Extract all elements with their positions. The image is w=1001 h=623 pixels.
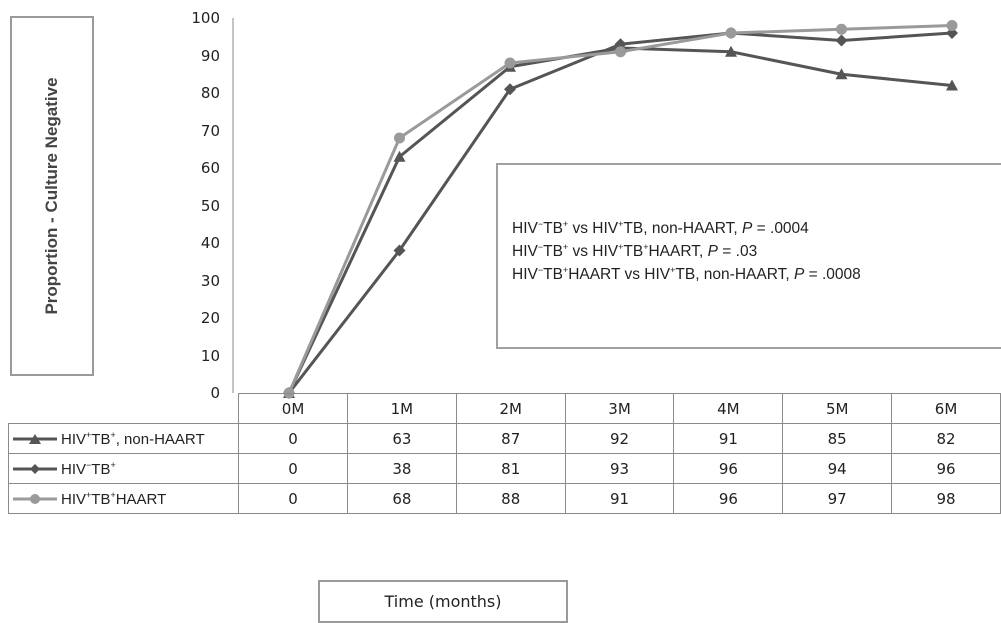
table-cell: 81 [455, 453, 566, 484]
y-tick-label: 70 [200, 121, 220, 140]
x-axis-label-box: Time (months) [318, 580, 568, 623]
x-axis-label: Time (months) [384, 592, 502, 611]
table-cell: 38 [346, 453, 457, 484]
diamond-marker-icon [13, 464, 57, 474]
y-tick-label: 20 [200, 309, 220, 327]
table-cell: 85 [782, 423, 893, 454]
table-cell: 97 [782, 483, 893, 514]
data-point-series-1 [946, 79, 958, 91]
legend-entry-series-3: HIV+TB+HAART [7, 483, 240, 514]
data-point-series-3 [946, 20, 958, 31]
category-label: 4M [673, 393, 784, 424]
data-table: 0M 1M 2M 3M 4M 5M 6M HIV+TB+, non-HAART … [7, 393, 1001, 514]
stat-line-2: HIV−TB+ vs HIV+TB+HAART, P = .03 [512, 241, 758, 260]
table-cell: 0 [238, 423, 348, 454]
table-cell: 0 [238, 483, 348, 514]
table-cell: 63 [346, 423, 457, 454]
y-tick-label: 40 [200, 234, 220, 252]
table-cell: 91 [564, 483, 675, 514]
data-point-series-3 [394, 132, 405, 144]
data-point-series-3 [615, 46, 626, 58]
table-cell: 68 [346, 483, 457, 514]
legend-entry-series-1: HIV+TB+, non-HAART [7, 423, 240, 454]
table-corner [8, 393, 240, 424]
y-tick-label: 60 [200, 159, 220, 177]
y-tick-label: 30 [200, 271, 220, 290]
table-row: HIV−TB+ 0 38 81 93 96 94 96 [7, 453, 1001, 484]
y-tick-label: 80 [200, 84, 220, 102]
y-axis-label-box: Proportion - Culture Negative [10, 16, 94, 376]
stat-line-1: HIV−TB+ vs HIV+TB, non-HAART, P = .0004 [512, 218, 809, 237]
table-cell: 96 [673, 483, 784, 514]
data-point-series-2 [504, 83, 516, 96]
data-point-series-1 [393, 150, 406, 162]
circle-marker-icon [13, 494, 57, 504]
table-cell: 0 [238, 453, 348, 484]
table-cell: 87 [455, 423, 566, 454]
table-row: HIV+TB+, non-HAART 0 63 87 92 91 85 82 [7, 423, 1001, 454]
y-tick-label: 0 [210, 384, 220, 402]
data-point-series-2 [835, 34, 848, 47]
table-cell: 82 [891, 423, 1001, 454]
legend-entry-series-2: HIV−TB+ [7, 453, 240, 484]
table-cell: 96 [891, 453, 1001, 484]
data-point-series-1 [725, 45, 737, 57]
y-tick-label: 90 [200, 46, 220, 65]
category-label: 0M [238, 393, 348, 424]
table-cell: 92 [564, 423, 675, 454]
data-point-series-2 [393, 244, 406, 257]
triangle-marker-icon [13, 434, 57, 444]
table-cell: 91 [673, 423, 784, 454]
data-point-series-3 [836, 23, 847, 35]
data-point-series-1 [835, 68, 848, 80]
table-row: HIV+TB+HAART 0 68 88 91 96 97 98 [7, 483, 1001, 514]
y-tick-label: 10 [200, 346, 220, 365]
data-point-series-3 [725, 27, 737, 39]
table-cell: 94 [782, 453, 893, 484]
table-header-row: 0M 1M 2M 3M 4M 5M 6M [8, 393, 1001, 424]
table-cell: 96 [673, 453, 784, 484]
stat-line-3: HIV−TB+HAART vs HIV+TB, non-HAART, P = .… [512, 264, 861, 283]
y-tick-label: 50 [200, 196, 220, 215]
category-label: 6M [891, 393, 1001, 424]
category-label: 3M [564, 393, 675, 424]
table-cell: 98 [891, 483, 1001, 514]
category-label: 5M [782, 393, 893, 424]
category-label: 1M [346, 393, 457, 424]
y-tick-label: 100 [191, 9, 220, 27]
data-point-series-3 [504, 57, 516, 69]
table-cell: 93 [564, 453, 675, 484]
statistics-box: HIV−TB+ vs HIV+TB, non-HAART, P = .0004 … [496, 163, 1001, 349]
category-label: 2M [455, 393, 566, 424]
table-cell: 88 [455, 483, 566, 514]
